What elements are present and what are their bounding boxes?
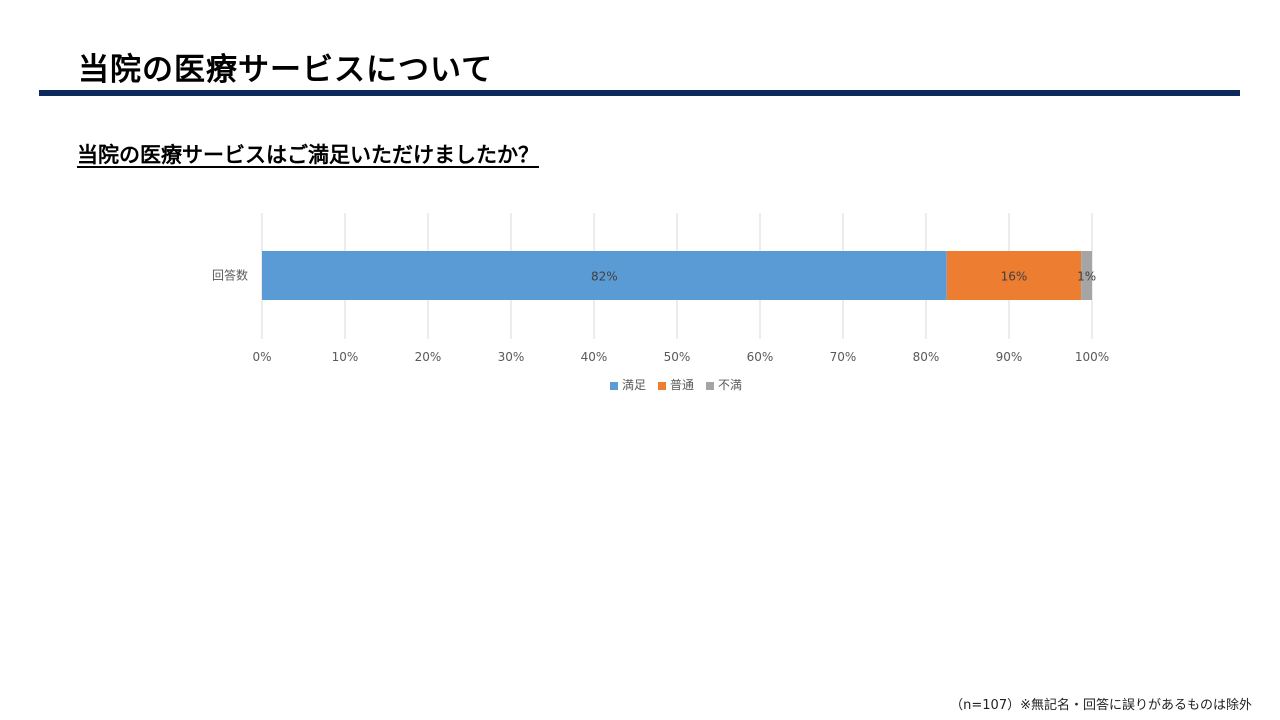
data-label: 82% [591,270,618,284]
legend-swatch [658,382,666,390]
bars [262,251,1092,300]
slide-title: 当院の医療サービスについて [78,52,494,88]
x-tick-label: 40% [581,350,608,364]
legend-swatch [706,382,714,390]
x-tick-label: 100% [1075,350,1109,364]
x-tick-label: 80% [913,350,940,364]
x-tick-label: 50% [664,350,691,364]
x-tick-label: 10% [332,350,359,364]
axes: 0% 10% 20% 30% 40% 50% 60% 70% 80% 90% 100% 回答数 [212,268,1109,365]
bar-segment [262,251,947,300]
x-tick-label: 0% [252,350,271,364]
data-label: 16% [1001,270,1028,284]
survey-question: 当院の医療サービスはご満足いただけましたか？ [77,143,539,167]
footnote: （n=107）※無記名・回答に誤りがあるものは除外 [950,698,1252,713]
title-divider [39,90,1240,96]
data-labels: 82% 16% 1% [591,270,1096,284]
legend-label: 普通 [670,378,694,392]
bar-segment [1081,251,1092,300]
legend-label: 不満 [718,378,742,392]
x-tick-label: 20% [415,350,442,364]
legend-swatch [610,382,618,390]
x-tick-label: 70% [830,350,857,364]
x-tick-label: 60% [747,350,774,364]
legend: 満足 普通 不満 [610,378,742,392]
x-tick-label: 90% [996,350,1023,364]
x-tick-label: 30% [498,350,525,364]
data-label: 1% [1077,270,1096,284]
category-label: 回答数 [212,268,248,283]
legend-label: 満足 [622,378,646,392]
bar-segment [946,251,1082,300]
